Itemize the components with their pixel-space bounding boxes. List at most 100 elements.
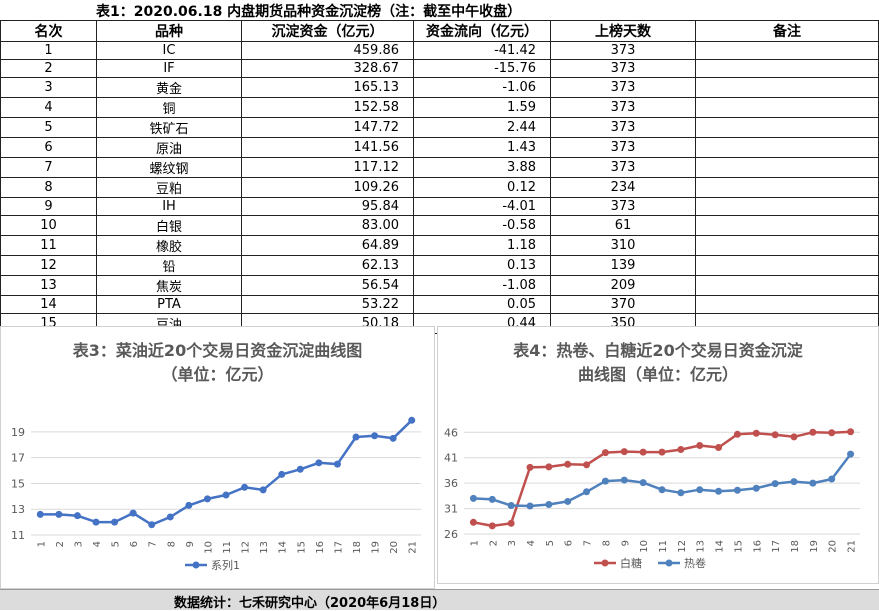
cell-days: 234 <box>550 177 696 198</box>
cell-rank: 12 <box>0 255 97 276</box>
x-tick-label: 21 <box>408 541 419 554</box>
data-point <box>296 465 304 473</box>
data-point <box>389 434 397 442</box>
legend-swatch-marker <box>192 561 200 569</box>
x-tick-label: 17 <box>333 541 344 554</box>
x-tick-label: 9 <box>185 541 196 547</box>
cell-rank: 8 <box>0 177 97 198</box>
data-point <box>507 502 515 510</box>
data-point <box>259 486 267 494</box>
cell-name: 豆粕 <box>96 177 242 198</box>
cell-flow: 1.18 <box>413 235 551 256</box>
data-point <box>752 484 760 492</box>
chart-hotcoil-sugar: 表4：热卷、白糖近20个交易日资金沉淀 曲线图（单位：亿元） 26 31 36 41 4… <box>437 326 879 584</box>
data-point <box>545 463 553 471</box>
cell-flow: -4.01 <box>413 197 551 216</box>
table-row: 1 IC 459.86 -41.42 373 <box>0 41 879 60</box>
table-row: 12 铅 62.13 0.13 139 <box>0 255 879 276</box>
data-point <box>771 480 779 488</box>
cell-flow: 2.44 <box>413 117 551 138</box>
x-tick-label: 14 <box>278 541 289 554</box>
cell-days: 373 <box>550 117 696 138</box>
cell-rank: 6 <box>0 137 97 158</box>
data-point <box>733 430 741 438</box>
data-point <box>488 522 496 530</box>
cell-note <box>695 137 879 158</box>
cell-days: 373 <box>550 137 696 158</box>
cell-note <box>695 117 879 138</box>
cell-name: 铁矿石 <box>96 117 242 138</box>
cell-name: 焦炭 <box>96 275 242 296</box>
data-point <box>583 488 591 496</box>
legend-label: 白糖 <box>620 556 642 570</box>
table-title: 表1：2020.06.18 内盘期货品种资金沉淀榜（注：截至中午收盘） <box>96 4 522 20</box>
data-point <box>601 449 609 457</box>
data-point <box>752 429 760 437</box>
cell-capital: 64.89 <box>241 235 414 256</box>
x-tick-label: 11 <box>222 541 233 554</box>
legend-swatch-marker <box>665 559 673 567</box>
cell-days: 139 <box>550 255 696 276</box>
cell-rank: 3 <box>0 77 97 98</box>
data-point <box>315 459 323 467</box>
data-point <box>469 518 477 526</box>
x-tick-label: 8 <box>601 540 612 546</box>
cell-capital: 117.12 <box>241 157 414 178</box>
x-tick-label: 8 <box>166 541 177 547</box>
x-tick-label: 4 <box>92 541 103 547</box>
x-tick-label: 4 <box>526 540 537 546</box>
table-row: 9 IH 95.84 -4.01 373 <box>0 197 879 216</box>
data-point <box>129 509 137 517</box>
data-point <box>658 486 666 494</box>
data-point <box>809 479 817 487</box>
chart2-subtitle: 曲线图（单位：亿元） <box>577 365 738 384</box>
cell-capital: 147.72 <box>241 117 414 138</box>
cell-rank: 14 <box>0 295 97 314</box>
cell-note <box>695 97 879 118</box>
cell-capital: 165.13 <box>241 77 414 98</box>
x-tick-label: 1 <box>36 541 47 547</box>
cell-note <box>695 255 879 276</box>
table-title-bar: 表1：2020.06.18 内盘期货品种资金沉淀榜（注：截至中午收盘） <box>0 0 879 20</box>
y-tick-label: 36 <box>444 477 458 490</box>
cell-rank: 9 <box>0 197 97 216</box>
data-point <box>790 478 798 486</box>
x-tick-label: 7 <box>583 540 594 546</box>
x-tick-label: 3 <box>73 541 84 547</box>
data-point <box>564 460 572 468</box>
data-point <box>677 489 685 497</box>
y-tick-label: 15 <box>11 477 25 490</box>
cell-name: 橡胶 <box>96 235 242 256</box>
col-header-rank: 名次 <box>0 20 97 42</box>
data-point <box>526 463 534 471</box>
table-row: 14 PTA 53.22 0.05 370 <box>0 295 879 314</box>
cell-note <box>695 41 879 60</box>
data-point <box>111 518 119 526</box>
cell-capital: 62.13 <box>241 255 414 276</box>
x-tick-label: 10 <box>639 540 650 553</box>
cell-flow: 1.59 <box>413 97 551 118</box>
table-row: 2 IF 328.67 -15.76 373 <box>0 59 879 78</box>
data-point <box>507 519 515 527</box>
data-point <box>92 518 100 526</box>
cell-capital: 95.84 <box>241 197 414 216</box>
data-point <box>620 448 628 456</box>
cell-days: 370 <box>550 295 696 314</box>
data-point <box>148 521 156 529</box>
x-tick-label: 9 <box>620 540 631 546</box>
cell-rank: 10 <box>0 215 97 236</box>
y-tick-label: 46 <box>444 426 458 439</box>
cell-days: 373 <box>550 59 696 78</box>
cell-flow: 0.12 <box>413 177 551 198</box>
cell-name: 铅 <box>96 255 242 276</box>
data-point <box>408 416 416 424</box>
x-tick-label: 2 <box>488 540 499 546</box>
data-point <box>278 470 286 478</box>
col-header-capital: 沉淀资金（亿元） <box>241 20 414 42</box>
data-point <box>333 460 341 468</box>
x-tick-label: 13 <box>696 540 707 553</box>
cell-note <box>695 235 879 256</box>
table-row: 5 铁矿石 147.72 2.44 373 <box>0 117 879 138</box>
